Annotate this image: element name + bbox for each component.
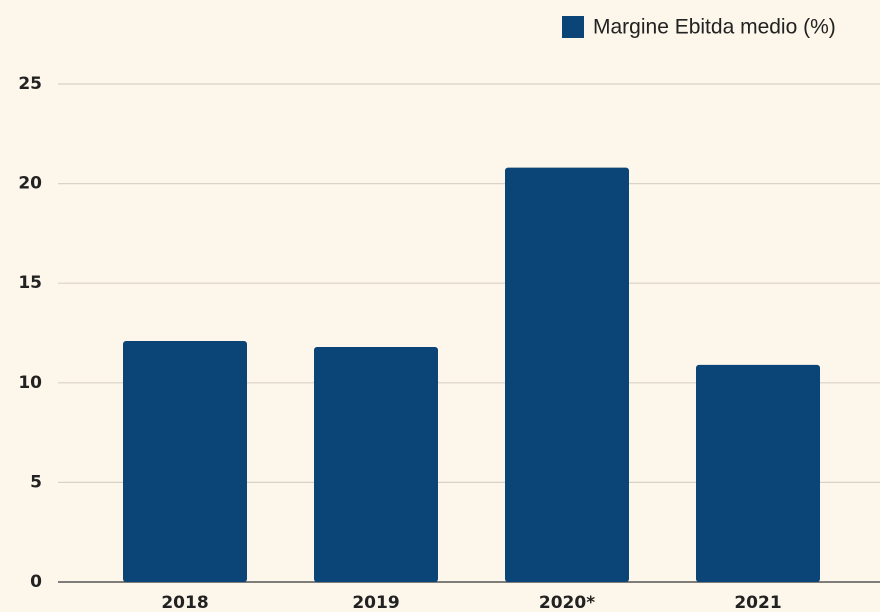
bar	[314, 346, 438, 582]
x-tick-label: 2021	[734, 593, 781, 612]
y-tick-label: 20	[18, 174, 42, 194]
y-tick-label: 0	[30, 572, 42, 592]
y-tick-label: 10	[18, 373, 42, 393]
y-tick-label: 5	[30, 472, 42, 492]
y-tick-label: 25	[18, 74, 42, 94]
bar	[505, 167, 629, 582]
x-tick-label: 2019	[352, 593, 399, 612]
legend-label: Margine Ebitda medio (%)	[593, 16, 836, 39]
y-tick-label: 15	[18, 273, 42, 293]
bar	[696, 364, 820, 582]
bar	[123, 340, 247, 582]
legend-swatch	[562, 16, 584, 38]
x-tick-label: 2020*	[539, 593, 595, 612]
x-tick-label: 2018	[161, 593, 208, 612]
